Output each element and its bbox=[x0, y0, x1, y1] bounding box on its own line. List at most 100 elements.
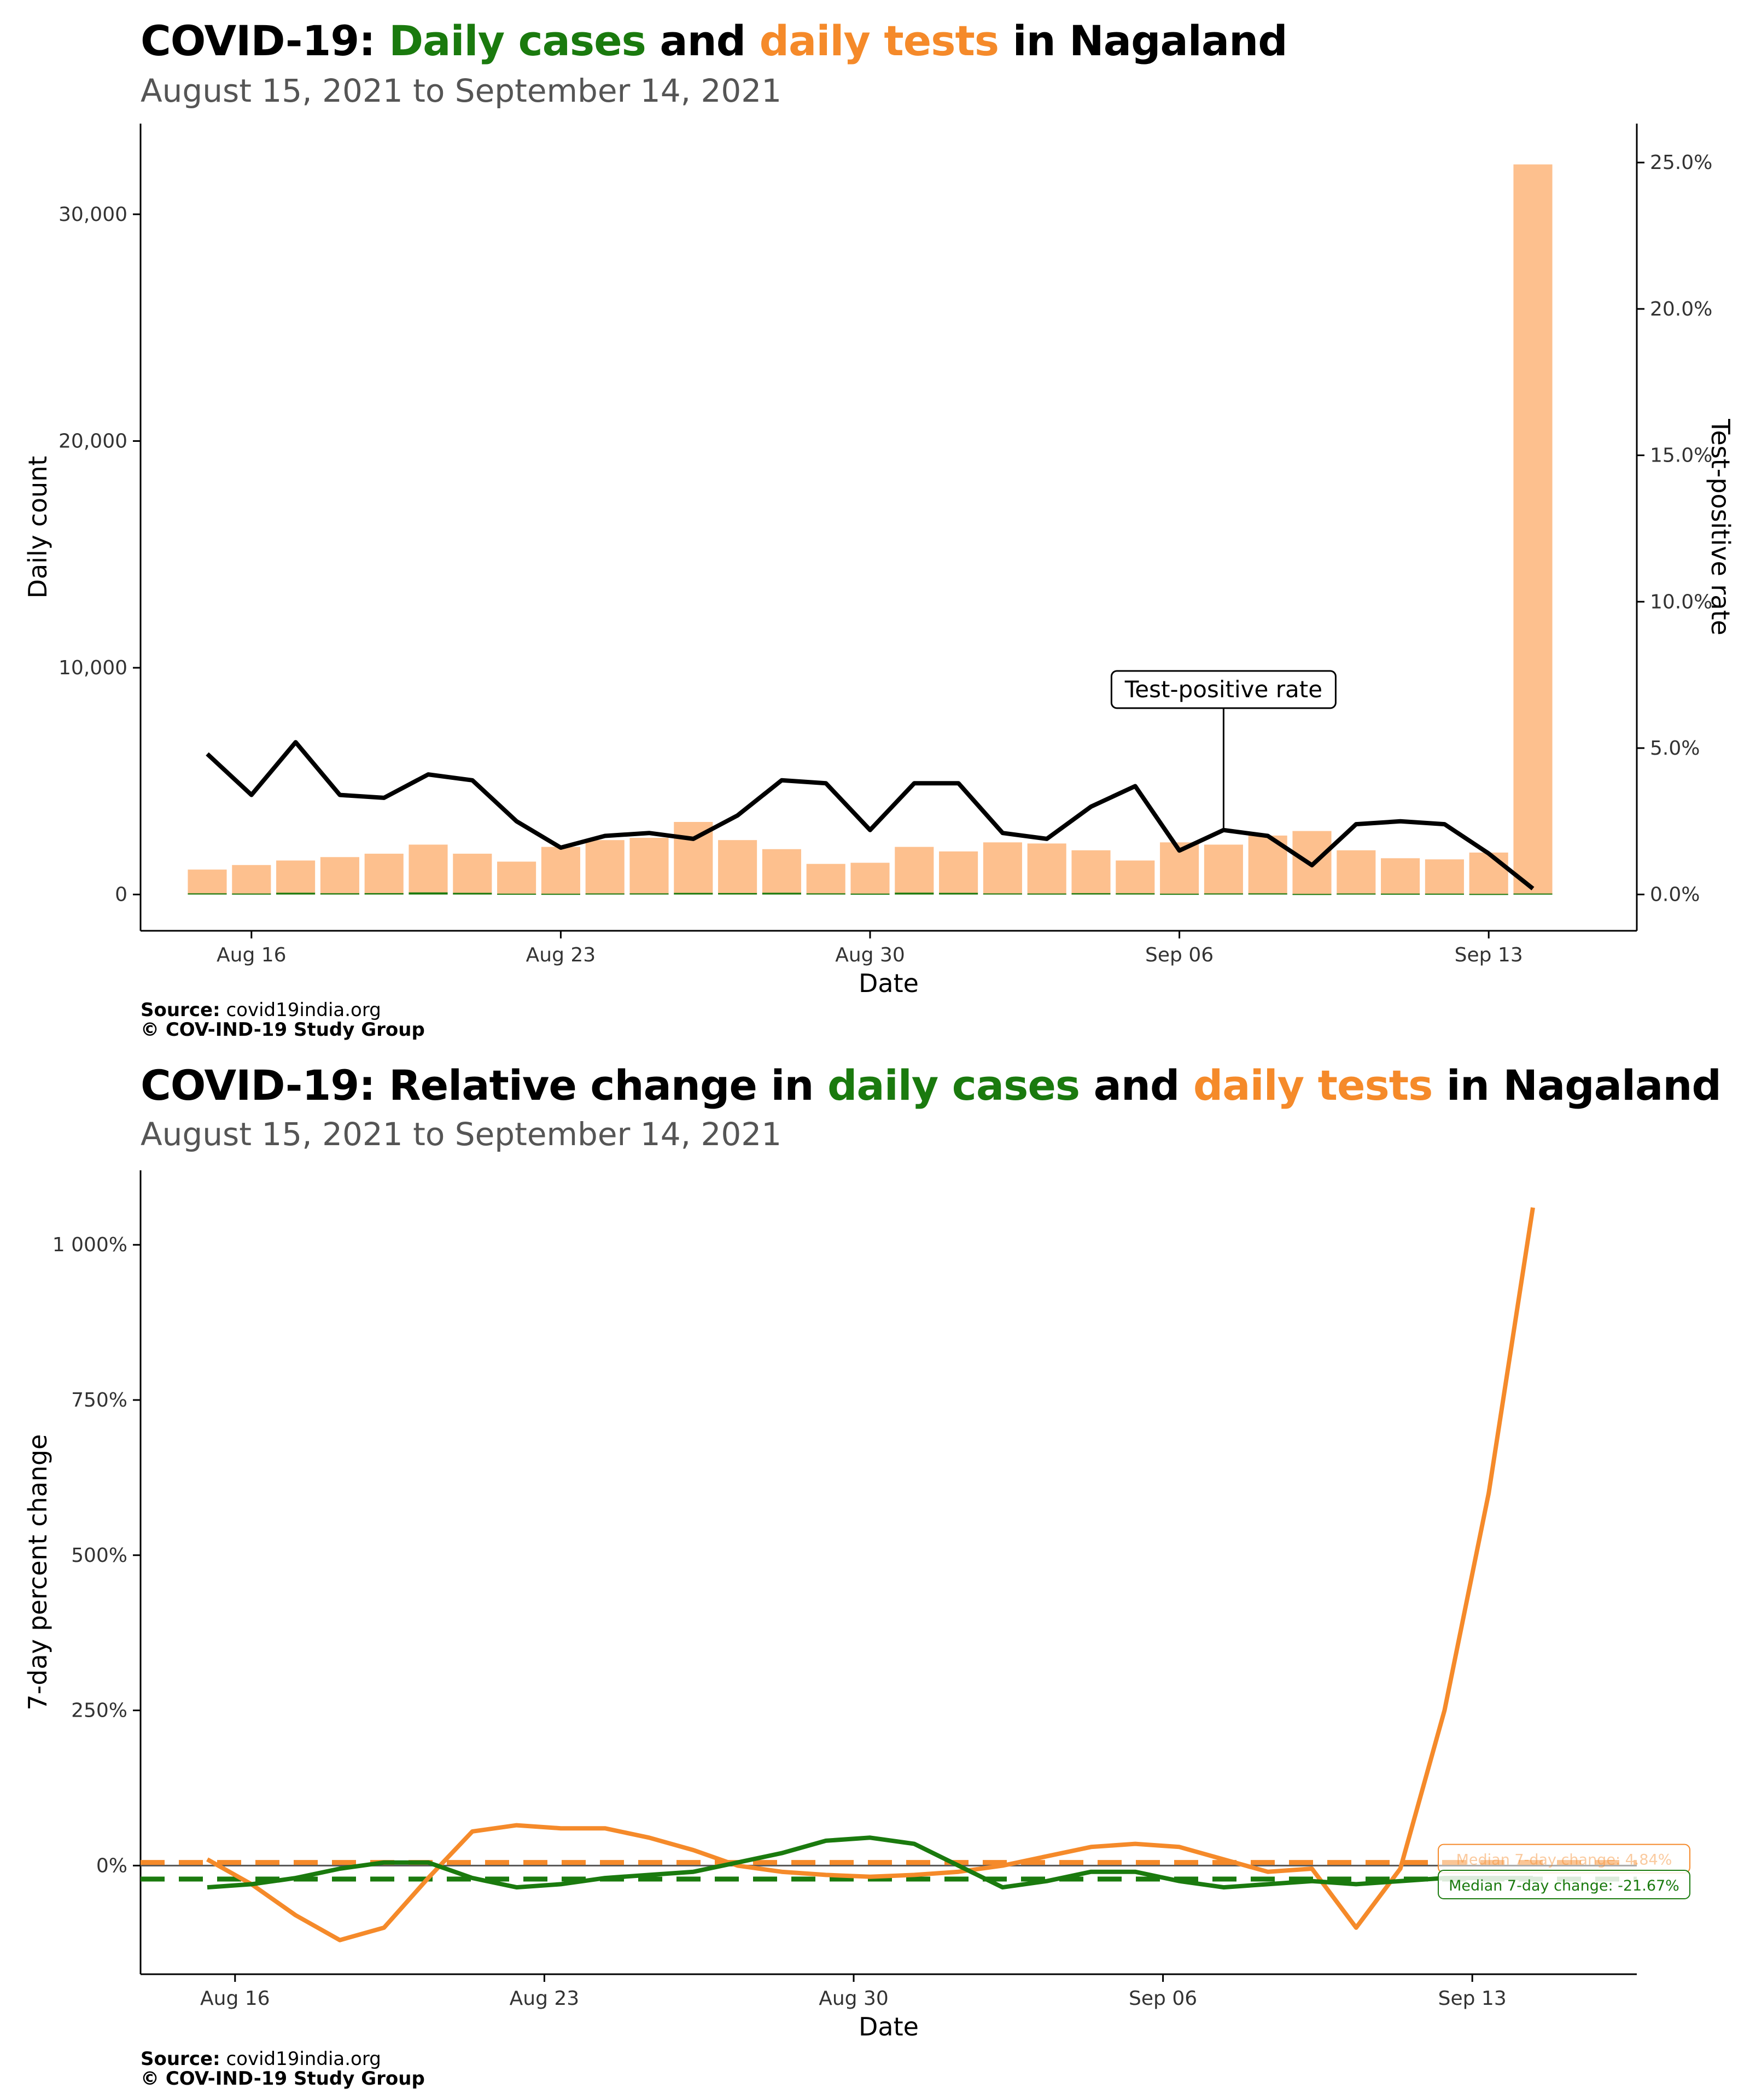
median-label: Median 7-day change: -21.67% bbox=[1449, 1877, 1679, 1894]
daily-cases-tests-chart: 0 10,000 20,000 30,000 0.0% 5.0% 10.0% 15.0% 20.… bbox=[23, 124, 1735, 998]
title-prefix: COVID-19: Relative change in bbox=[141, 1061, 827, 1110]
median-label-box bbox=[1438, 1869, 1690, 1899]
title-cases: Daily cases bbox=[389, 16, 646, 65]
tests-bar bbox=[895, 847, 934, 895]
tests-bar bbox=[232, 865, 271, 895]
x-tick-label: Sep 06 bbox=[1145, 944, 1214, 966]
test-positive-rate-line bbox=[206, 740, 1535, 891]
relative-change-panel: COVID-19: Relative change in daily cases… bbox=[0, 1039, 1750, 2100]
source-value: covid19india.org bbox=[226, 2048, 381, 2070]
tests-bar bbox=[1469, 852, 1508, 895]
cases-bar bbox=[1116, 893, 1155, 895]
tests-bar bbox=[1513, 164, 1553, 895]
cases-bar bbox=[939, 892, 978, 895]
cases-bar bbox=[895, 892, 934, 895]
title-and: and bbox=[1080, 1061, 1193, 1110]
tests-bar bbox=[453, 854, 492, 895]
cases-bar bbox=[232, 893, 271, 895]
y-tick-label: 20,000 bbox=[59, 430, 127, 452]
x-tick-label: Aug 16 bbox=[217, 944, 287, 966]
title-suffix: in Nagaland bbox=[999, 16, 1288, 65]
cases-change-line bbox=[207, 1835, 1533, 1890]
y2-tick-label: 25.0% bbox=[1650, 151, 1712, 174]
x-axis-title: Date bbox=[859, 2012, 919, 2041]
x-axis-title: Date bbox=[859, 969, 919, 998]
cases-bar bbox=[1381, 894, 1420, 895]
y2-axis-title: Test-positive rate bbox=[1706, 418, 1735, 635]
source-label: Source: bbox=[141, 999, 220, 1021]
x-tick-label: Sep 13 bbox=[1438, 1987, 1507, 2010]
x-tick-label: Sep 13 bbox=[1455, 944, 1523, 966]
cases-bar bbox=[629, 893, 669, 895]
title-suffix: in Nagaland bbox=[1432, 1061, 1722, 1110]
annotation-box bbox=[1110, 670, 1337, 709]
source-line: Source: covid19india.org bbox=[141, 1000, 381, 1020]
y-tick-label: 500% bbox=[71, 1544, 127, 1567]
median-label: Median 7-day change: 4.84% bbox=[1456, 1852, 1672, 1869]
source-value: covid19india.org bbox=[226, 999, 381, 1021]
cases-bar bbox=[541, 894, 580, 895]
cases-bar bbox=[674, 892, 713, 895]
cases-bar bbox=[718, 892, 757, 895]
cases-bar bbox=[320, 893, 359, 895]
tests-bar bbox=[188, 870, 227, 895]
cases-bar bbox=[983, 893, 1022, 895]
tests-bar bbox=[983, 842, 1022, 895]
cases-bar bbox=[453, 892, 492, 895]
y2-tick-label: 20.0% bbox=[1650, 298, 1712, 320]
cases-bar bbox=[188, 893, 227, 895]
tests-bar bbox=[320, 857, 359, 895]
title-tests: daily tests bbox=[1193, 1061, 1433, 1110]
cases-bar bbox=[364, 893, 404, 895]
y2-tick-label: 15.0% bbox=[1650, 445, 1712, 467]
annotation-label: Test-positive rate bbox=[1124, 676, 1322, 703]
tests-bar bbox=[629, 838, 669, 895]
copyright: © COV-IND-19 Study Group bbox=[141, 2068, 425, 2090]
tests-bar bbox=[939, 851, 978, 895]
cases-bar bbox=[276, 892, 316, 895]
tests-change-line bbox=[206, 1207, 1535, 1942]
tests-bar bbox=[1204, 844, 1243, 895]
x-tick-label: Aug 16 bbox=[200, 1987, 270, 2010]
cases-bar bbox=[1071, 893, 1111, 895]
y-tick-label: 10,000 bbox=[59, 657, 127, 679]
y-tick-label: 0% bbox=[96, 1854, 127, 1877]
title-prefix: COVID-19: bbox=[141, 16, 389, 65]
tests-bar bbox=[850, 862, 890, 895]
cases-bar bbox=[850, 894, 890, 895]
cases-bar bbox=[1469, 894, 1508, 895]
cases-bar bbox=[585, 893, 625, 895]
cases-bar bbox=[497, 894, 536, 895]
y-tick-label: 0 bbox=[115, 884, 127, 906]
daily-cases-tests-panel: COVID-19: Daily cases and daily tests in… bbox=[0, 0, 1750, 1041]
tests-bar bbox=[541, 847, 580, 895]
cases-bar bbox=[1292, 894, 1332, 895]
title-and: and bbox=[645, 16, 760, 65]
chart-title: COVID-19: Relative change in daily cases… bbox=[141, 1061, 1722, 1110]
y2-tick-label: 0.0% bbox=[1650, 884, 1700, 906]
tests-bar bbox=[409, 844, 448, 895]
cases-bar bbox=[806, 893, 845, 895]
tests-bar bbox=[1425, 859, 1464, 895]
cases-bar bbox=[1160, 894, 1199, 895]
y-tick-label: 250% bbox=[71, 1700, 127, 1722]
tests-bar bbox=[762, 849, 801, 895]
y-axis-title: 7-day percent change bbox=[23, 1434, 52, 1710]
y2-tick-label: 5.0% bbox=[1650, 737, 1700, 760]
cases-bar bbox=[1027, 893, 1066, 895]
tests-bar bbox=[497, 861, 536, 895]
tests-bar bbox=[585, 840, 625, 895]
chart-subtitle: August 15, 2021 to September 14, 2021 bbox=[141, 72, 782, 109]
y-tick-label: 1 000% bbox=[52, 1234, 127, 1256]
title-tests: daily tests bbox=[759, 16, 999, 65]
y-axis-title: Daily count bbox=[23, 456, 52, 599]
tests-bar bbox=[806, 864, 845, 895]
cases-bar bbox=[409, 892, 448, 895]
cases-bar bbox=[762, 892, 801, 895]
copyright: © COV-IND-19 Study Group bbox=[141, 1019, 425, 1041]
cases-bar bbox=[1513, 893, 1553, 895]
y2-tick-label: 10.0% bbox=[1650, 591, 1712, 613]
cases-bar bbox=[1425, 894, 1464, 895]
tests-bar bbox=[1027, 843, 1066, 895]
tests-bar bbox=[276, 860, 316, 895]
